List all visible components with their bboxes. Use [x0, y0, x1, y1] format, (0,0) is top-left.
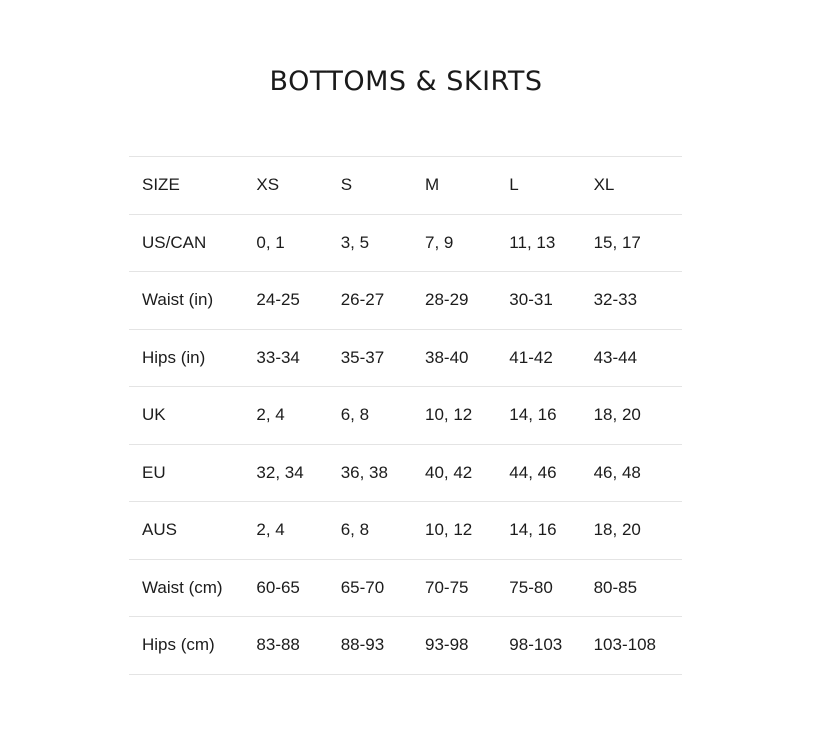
table-cell: 11, 13 — [496, 213, 581, 272]
table-cell: 7, 9 — [412, 213, 497, 272]
table-cell: 65-70 — [327, 558, 412, 617]
table-cell: 0, 1 — [243, 213, 328, 272]
table-cell: 30-31 — [496, 271, 581, 329]
table-cell: 28-29 — [412, 271, 497, 329]
row-label: SIZE — [129, 156, 244, 214]
row-label: Waist (cm) — [129, 558, 244, 617]
table-cell: 6, 8 — [327, 386, 412, 444]
table-cell: 35-37 — [327, 328, 412, 387]
row-label: EU — [129, 443, 244, 502]
table-row: Waist (cm) 60-65 65-70 70-75 75-80 80-85 — [129, 558, 682, 617]
table-cell: 14, 16 — [496, 386, 581, 444]
table-cell: 103-108 — [580, 616, 682, 675]
table-cell: 2, 4 — [243, 386, 328, 444]
table-cell: 46, 48 — [580, 443, 682, 502]
table-cell: 44, 46 — [496, 443, 581, 502]
table-cell: 15, 17 — [580, 213, 682, 272]
table-cell: 6, 8 — [327, 501, 412, 559]
table-cell: 3, 5 — [327, 213, 412, 272]
table-cell: 41-42 — [496, 328, 581, 387]
row-label: US/CAN — [129, 213, 244, 272]
table-cell: 32, 34 — [243, 443, 328, 502]
table-row: EU 32, 34 36, 38 40, 42 44, 46 46, 48 — [129, 443, 682, 502]
table-row: Hips (cm) 83-88 88-93 93-98 98-103 103-108 — [129, 616, 682, 675]
table-cell: 70-75 — [412, 558, 497, 617]
table-cell: 10, 12 — [412, 386, 497, 444]
table-cell: 83-88 — [243, 616, 328, 675]
table-cell: 38-40 — [412, 328, 497, 387]
table-cell: XS — [243, 156, 328, 214]
table-cell: 10, 12 — [412, 501, 497, 559]
table-cell: 88-93 — [327, 616, 412, 675]
table-cell: 43-44 — [580, 328, 682, 387]
header-row: SIZE XS S M L XL — [129, 156, 682, 214]
table-cell: 18, 20 — [580, 386, 682, 444]
table-cell: 93-98 — [412, 616, 497, 675]
row-label: Waist (in) — [129, 271, 244, 329]
table-cell: 98-103 — [496, 616, 581, 675]
row-label: AUS — [129, 501, 244, 559]
table-cell: 33-34 — [243, 328, 328, 387]
table-row: AUS 2, 4 6, 8 10, 12 14, 16 18, 20 — [129, 501, 682, 559]
page-title: BOTTOMS & SKIRTS — [269, 66, 543, 97]
row-label: Hips (in) — [129, 328, 244, 387]
table-cell: 24-25 — [243, 271, 328, 329]
table-cell: 40, 42 — [412, 443, 497, 502]
table-cell: 36, 38 — [327, 443, 412, 502]
row-label: UK — [129, 386, 244, 444]
table-cell: L — [496, 156, 581, 214]
table-cell: 2, 4 — [243, 501, 328, 559]
table-row: UK 2, 4 6, 8 10, 12 14, 16 18, 20 — [129, 386, 682, 444]
table-row: Waist (in) 24-25 26-27 28-29 30-31 32-33 — [129, 271, 682, 329]
size-chart-table: SIZE XS S M L XL US/CAN 0, 1 3, 5 7, 9 11, 13 15, 1… — [129, 156, 682, 675]
table-cell: S — [327, 156, 412, 214]
table-cell: 32-33 — [580, 271, 682, 329]
row-label: Hips (cm) — [129, 616, 244, 675]
table-cell: 60-65 — [243, 558, 328, 617]
table-cell: 14, 16 — [496, 501, 581, 559]
table-cell: M — [412, 156, 497, 214]
table-row: US/CAN 0, 1 3, 5 7, 9 11, 13 15, 17 — [129, 213, 682, 272]
table-cell: 26-27 — [327, 271, 412, 329]
table-cell: 80-85 — [580, 558, 682, 617]
table-row: Hips (in) 33-34 35-37 38-40 41-42 43-44 — [129, 328, 682, 387]
table-cell: XL — [580, 156, 682, 214]
table-cell: 18, 20 — [580, 501, 682, 559]
table-cell: 75-80 — [496, 558, 581, 617]
